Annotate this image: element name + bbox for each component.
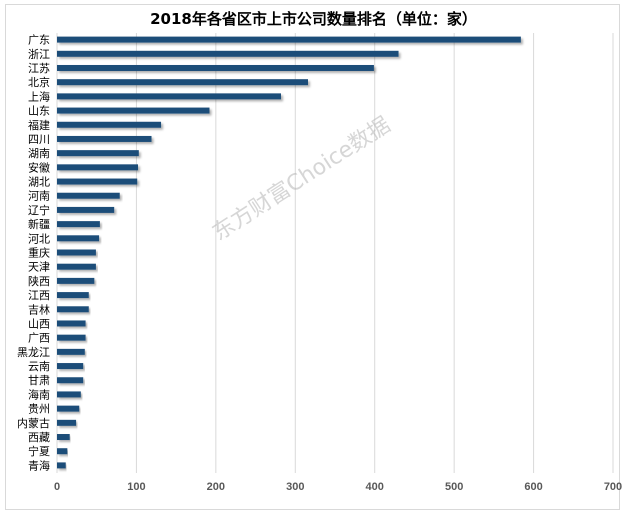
bar <box>57 107 210 114</box>
y-tick-label: 海南 <box>28 387 50 401</box>
y-tick-label: 天津 <box>28 261 50 274</box>
y-tick-label: 湖北 <box>28 176 50 189</box>
y-tick-label: 贵州 <box>28 403 50 416</box>
y-tick-label: 新疆 <box>28 217 50 231</box>
x-tick-label: 400 <box>366 481 384 493</box>
y-tick-label: 江苏 <box>28 62 50 75</box>
y-tick-label: 湖南 <box>28 147 50 160</box>
x-tick-label: 300 <box>286 481 304 493</box>
x-tick-label: 200 <box>207 481 225 493</box>
bar <box>57 292 89 299</box>
bar <box>57 121 162 128</box>
bar <box>57 221 100 228</box>
bar <box>57 192 120 199</box>
bar <box>57 249 96 256</box>
y-tick-label: 北京 <box>28 75 50 89</box>
chart-frame <box>5 4 620 510</box>
bar <box>57 377 84 384</box>
y-tick-label: 西藏 <box>28 431 50 444</box>
bar <box>57 135 152 142</box>
bar <box>57 79 308 86</box>
bar <box>57 348 85 355</box>
x-tick-label: 700 <box>604 481 622 493</box>
y-tick-label: 上海 <box>28 89 50 103</box>
y-tick-label: 江西 <box>28 289 50 302</box>
y-tick-label: 四川 <box>28 133 50 146</box>
x-tick-label: 0 <box>54 481 60 493</box>
bar <box>57 263 96 270</box>
chart-title: 2018年各省区市上市公司数量排名（单位：家） <box>150 10 477 28</box>
y-tick-label: 河北 <box>28 232 50 245</box>
x-tick-label: 100 <box>127 481 145 493</box>
y-tick-label: 安徽 <box>28 160 50 174</box>
y-tick-label: 山东 <box>28 105 50 118</box>
bar <box>57 405 80 412</box>
x-tick-label: 500 <box>445 481 463 493</box>
y-tick-label: 云南 <box>28 360 50 373</box>
bar <box>57 306 89 313</box>
y-tick-label: 浙江 <box>28 48 50 61</box>
y-tick-label: 宁夏 <box>28 444 50 458</box>
y-tick-label: 福建 <box>28 118 50 132</box>
bar <box>57 36 521 43</box>
y-tick-label: 重庆 <box>28 246 50 260</box>
y-tick-label: 辽宁 <box>28 203 50 217</box>
y-tick-label: 河南 <box>28 190 50 203</box>
bar <box>57 448 68 455</box>
x-tick-label: 600 <box>524 481 542 493</box>
bar <box>57 93 281 100</box>
bar <box>57 64 374 71</box>
bar <box>57 320 86 327</box>
y-tick-label: 黑龙江 <box>17 346 50 359</box>
y-tick-label: 陕西 <box>28 274 50 288</box>
bar <box>57 419 77 426</box>
y-tick-label: 青海 <box>28 458 50 472</box>
y-tick-label: 广西 <box>28 332 50 345</box>
y-tick-label: 广东 <box>28 34 50 47</box>
bar <box>57 391 81 398</box>
bar <box>57 334 86 341</box>
bar <box>57 235 100 242</box>
bar <box>57 462 66 469</box>
y-tick-label: 内蒙古 <box>17 416 50 430</box>
bar <box>57 164 139 171</box>
bar <box>57 363 84 370</box>
y-tick-label: 吉林 <box>28 302 50 316</box>
bar <box>57 277 95 284</box>
y-tick-label: 山西 <box>28 317 50 330</box>
bar <box>57 150 139 157</box>
bar <box>57 434 70 441</box>
bar <box>57 206 115 213</box>
bar <box>57 50 399 57</box>
y-tick-label: 甘肃 <box>28 374 50 387</box>
bar <box>57 178 138 185</box>
